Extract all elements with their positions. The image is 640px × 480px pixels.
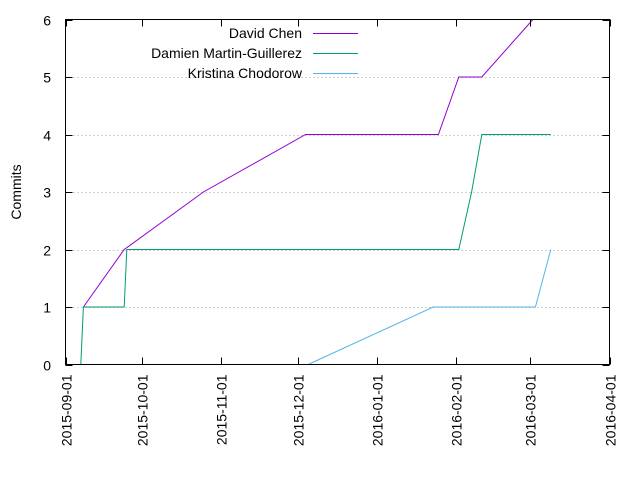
x-axis-tick-labels: 2015-09-01 2015-10-01 2015-11-01 2015-12-01… [59,374,619,446]
y-tick-label: 4 [43,128,51,144]
grid-lines [65,77,610,308]
series-line-2 [80,134,551,365]
y-tick-label: 3 [43,185,51,201]
legend-label: Damien Martin-Guillerez [151,45,302,61]
x-tick-label: 2016-02-01 [449,374,465,446]
x-tick-label: 2016-03-01 [523,374,539,446]
y-tick-label: 5 [43,70,51,86]
x-tick-label: 2015-11-01 [214,374,230,445]
y-axis-label: Commits [8,164,24,219]
legend-label: Kristina Chodorow [188,65,303,81]
axis-ticks [65,19,611,366]
legend-label: David Chen [229,25,302,41]
y-tick-label: 1 [43,300,51,316]
y-tick-label: 6 [43,13,51,29]
y-axis-tick-labels: 0 1 2 3 4 5 6 [43,13,51,374]
x-tick-label: 2015-10-01 [135,374,151,446]
x-tick-label: 2016-04-01 [603,374,619,446]
series-line-1 [82,19,534,308]
x-tick-label: 2015-09-01 [59,374,75,446]
series-lines [80,19,552,365]
x-tick-label: 2015-12-01 [291,374,307,446]
series-line-3 [307,249,552,365]
y-tick-label: 2 [43,243,51,259]
y-tick-label: 0 [43,358,51,374]
x-tick-label: 2016-01-01 [370,374,386,446]
legend: David Chen Damien Martin-Guillerez Kristin… [151,25,358,81]
